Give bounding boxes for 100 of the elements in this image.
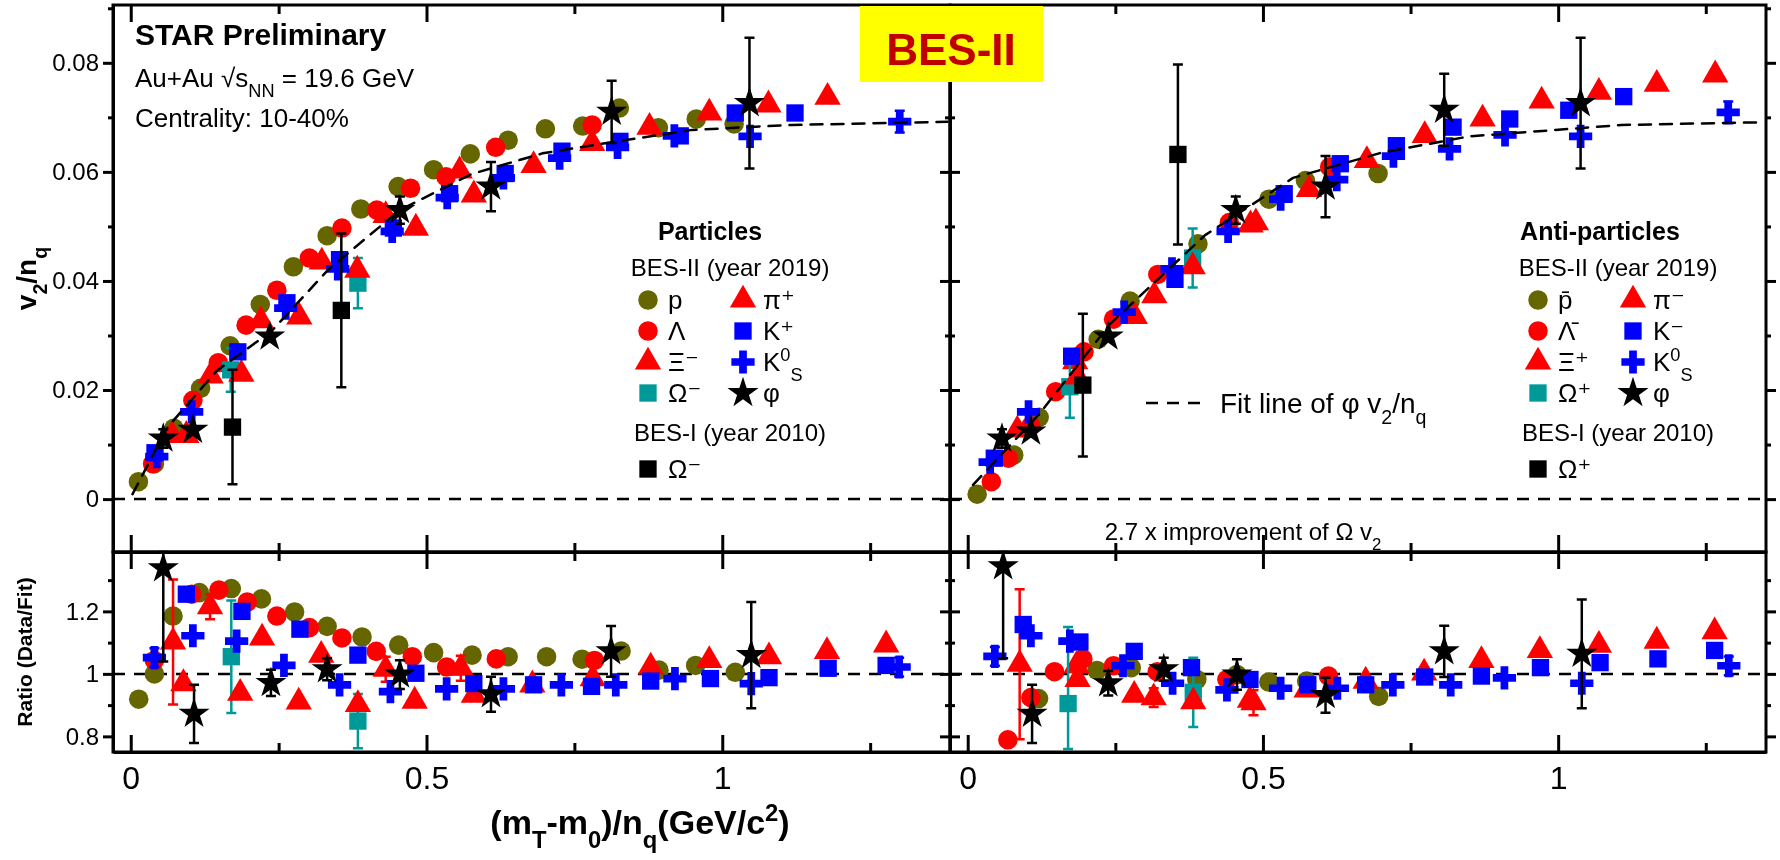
point: [332, 628, 352, 648]
annotation: BES-II (year 2019): [630, 254, 830, 281]
y-tick-label: 1.2: [65, 597, 99, 625]
point: [1221, 658, 1253, 688]
x-tick-label: 0.5: [404, 759, 450, 796]
point: [147, 551, 179, 582]
point: [485, 137, 506, 158]
point: [1649, 650, 1667, 668]
y-tick-label: 0: [85, 485, 99, 513]
point: [223, 418, 242, 436]
point: [1717, 654, 1741, 678]
point: [272, 653, 296, 678]
point: [1444, 118, 1462, 136]
legend-label: Λ̄: [1558, 316, 1580, 346]
point: [582, 115, 602, 135]
point: [177, 585, 196, 603]
point: [352, 627, 372, 647]
legend-label: K⁺: [763, 316, 795, 346]
point: [255, 666, 287, 697]
point: [786, 104, 804, 122]
y-tick-label: 0.04: [52, 267, 99, 295]
point: [177, 413, 209, 444]
x-tick-label: 1: [1549, 759, 1568, 796]
point: [726, 104, 744, 122]
point: [1216, 219, 1240, 243]
point: [1182, 658, 1201, 677]
point: [1472, 667, 1491, 685]
point: [233, 602, 251, 621]
point: [1492, 666, 1517, 690]
point: [604, 673, 628, 697]
legend-label: K⁻: [1653, 316, 1685, 346]
point: [1565, 86, 1597, 117]
point: [128, 689, 149, 709]
point: [1591, 653, 1609, 672]
annotation: BES-II: [886, 25, 1016, 74]
point: [1566, 637, 1598, 668]
point: [701, 669, 720, 688]
point: [1125, 642, 1143, 661]
point: [967, 484, 987, 504]
point: [1016, 697, 1048, 728]
point: [283, 257, 304, 277]
point: [725, 662, 746, 683]
point: [981, 471, 1002, 492]
legend-label: p̄: [1558, 285, 1573, 315]
point: [267, 606, 287, 626]
point: [549, 673, 573, 697]
y-tick-label: 0.08: [52, 48, 99, 76]
point: [535, 119, 556, 139]
y-tick-label: 0.02: [52, 376, 99, 404]
legend-label: Λ: [668, 316, 686, 346]
point: [388, 635, 409, 655]
point: [460, 144, 481, 164]
point: [998, 730, 1018, 750]
point: [311, 652, 343, 683]
legend-label: Ξ⁻: [668, 347, 699, 377]
point: [1531, 658, 1550, 677]
point: [209, 580, 229, 600]
x-tick-label: 0.5: [1241, 759, 1286, 796]
point: [380, 219, 404, 243]
point: [475, 170, 507, 200]
annotation: STAR Preliminary: [135, 18, 387, 51]
point: [402, 646, 423, 667]
y-tick-label: 0.8: [65, 722, 99, 750]
point: [181, 624, 205, 648]
point: [1169, 145, 1187, 164]
point: [1716, 100, 1740, 125]
point: [1428, 635, 1460, 665]
point: [760, 668, 778, 687]
annotation: BES-I (year 2010): [633, 419, 827, 446]
annotation: Au+Au √s$_{NN}$ = 19.6 GeV: [135, 63, 415, 101]
point: [384, 658, 416, 688]
point: [642, 672, 660, 690]
annotation: Centrality: 10-40%: [135, 103, 349, 133]
point: [317, 616, 337, 637]
point: [1705, 641, 1724, 660]
y-tick-label: 1: [85, 660, 99, 688]
x-tick-label: 0: [122, 759, 141, 796]
legend-label: Ω⁻: [668, 454, 702, 484]
legend-label: Ω⁺: [1558, 378, 1592, 408]
annotation: BES-I (year 2010): [1521, 419, 1715, 446]
point: [986, 422, 1018, 452]
point: [1309, 678, 1342, 709]
point: [465, 674, 483, 693]
point: [407, 664, 425, 682]
point: [1381, 673, 1405, 697]
legend-label: p: [668, 285, 683, 315]
point: [225, 629, 249, 653]
x-tick-label: 1: [713, 759, 732, 796]
point: [317, 225, 337, 246]
legend-label: φ: [1653, 378, 1670, 408]
point: [582, 677, 601, 696]
point: [349, 646, 367, 664]
point: [366, 641, 386, 662]
annotation: 2.7 x improvement of Ω v$_{2}$: [1104, 518, 1382, 554]
point: [1044, 661, 1065, 682]
point: [349, 712, 367, 730]
point: [1309, 170, 1342, 200]
point: [1019, 624, 1043, 648]
point: [435, 677, 459, 701]
legend-label: π⁺: [763, 285, 795, 315]
